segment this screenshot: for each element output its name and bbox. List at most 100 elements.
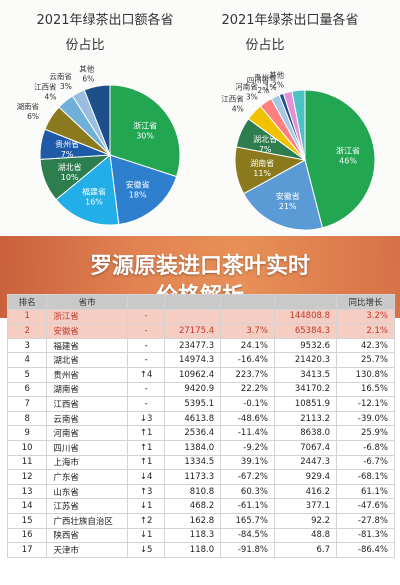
table-cell: 14974.3 — [164, 352, 222, 368]
table-row: 11 上海市 ↑1 1334.5 39.1% 2447.3 -6.7% — [6, 454, 395, 471]
table-cell: 42.3% — [336, 337, 395, 354]
slice-value-label: 30% — [136, 131, 154, 140]
pie-slice — [242, 159, 324, 231]
table-row: 9 河南省 ↑1 2536.4 -11.4% 8638.0 25.9% — [6, 425, 395, 441]
table-cell: 2447.3 — [273, 454, 338, 471]
table-cell: 468.2 — [164, 498, 222, 514]
table-cell: - — [127, 323, 166, 339]
table-cell: -6.7% — [336, 454, 395, 471]
table-cell: 河南省 — [46, 425, 129, 441]
table-cell: 16.5% — [336, 381, 395, 398]
table-cell: ↑3 — [127, 483, 166, 500]
table-row: 10 四川省 ↑1 1384.0 -9.2% 7067.4 -6.8% — [6, 439, 395, 456]
table-cell: 377.1 — [273, 498, 338, 514]
table-cell: -61.1% — [220, 498, 275, 514]
table-cell: 23477.3 — [164, 337, 222, 354]
table-cell: 118.3 — [164, 527, 222, 544]
slice-value-label: 4% — [232, 104, 244, 113]
pie-slice — [291, 89, 306, 161]
table-cell: 江苏省 — [46, 498, 129, 514]
table-cell: 60.3% — [220, 483, 275, 500]
slice-name-label: 云南省 — [49, 71, 72, 81]
table-cell: -84.5% — [220, 527, 275, 544]
table-cell: 24.1% — [220, 337, 275, 354]
table-cell: 2113.2 — [273, 410, 338, 427]
table-cell: 5395.1 — [164, 396, 222, 412]
table-cell: -6.8% — [336, 439, 395, 456]
slice-value-label: 7% — [259, 145, 272, 154]
header-province: 省市 — [46, 294, 129, 310]
table-cell: 9 — [6, 425, 48, 441]
table-cell: 25.7% — [336, 352, 395, 368]
pie-slice — [83, 84, 111, 156]
slice-name-label: 河南省 — [235, 82, 258, 92]
table-cell: ↑1 — [127, 439, 166, 456]
pie-charts: 2021年绿茶出口额各省 份占比 2021年绿茶出口量各省 份占比 浙江省30%… — [17, 12, 376, 231]
table-cell: 1173.3 — [164, 469, 222, 485]
table-cell: ↑2 — [127, 512, 166, 529]
table-cell: 天津市 — [46, 542, 129, 558]
table-row: 14 江苏省 ↓1 468.2 -61.1% 377.1 -47.6% — [6, 498, 395, 514]
table-cell: 山东省 — [46, 483, 129, 500]
table-cell: -27.8% — [336, 512, 395, 529]
slice-name-label: 贵州省 — [55, 139, 79, 149]
table-cell: 广东省 — [46, 469, 129, 485]
slice-value-label: 1% — [265, 83, 277, 92]
table-cell: 1334.5 — [164, 454, 222, 471]
table-cell: 65384.3 — [273, 323, 338, 339]
table-cell: 929.4 — [273, 469, 338, 485]
slice-name-label: 湖南省 — [17, 101, 40, 111]
slice-name-label: 安徽省 — [126, 179, 150, 189]
table-row: 16 陕西省 ↓1 118.3 -84.5% 48.8 -81.3% — [6, 527, 395, 544]
slice-name-label: 安徽省 — [276, 191, 300, 201]
slice-value-label: 4% — [45, 92, 57, 101]
slice-name-label: 江西省 — [221, 93, 244, 103]
table-cell: -68.1% — [336, 469, 395, 485]
table-cell: 810.8 — [164, 483, 222, 500]
table-cell: 25.9% — [336, 425, 395, 441]
table-row: 2 安徽省 -27175.4 3.7% 65384.3 2.1% — [6, 323, 395, 339]
table-row: 8 云南省 ↓3 4613.8 -48.6% 2113.2 -39.0% — [6, 410, 395, 427]
slice-name-label: 贵州省 — [254, 72, 277, 82]
slice-value-label: 11% — [253, 169, 271, 178]
table-cell: - — [127, 381, 166, 398]
table-row: 1 浙江省 - 144808.8 3.2% — [6, 308, 395, 325]
table-cell: -47.6% — [336, 498, 395, 514]
table-cell: ↑1 — [127, 454, 166, 471]
table-cell: 16 — [6, 527, 48, 544]
table-cell: 34170.2 — [273, 381, 338, 398]
table-cell: 118.0 — [164, 542, 222, 558]
table-cell: 48.8 — [273, 527, 338, 544]
table-cell: 223.7% — [220, 366, 275, 383]
table-cell: 2.1% — [336, 323, 395, 339]
table-cell: 2 — [6, 323, 48, 339]
slice-value-label: 46% — [339, 157, 357, 166]
table-cell: 云南省 — [46, 410, 129, 427]
right-chart-title-line1: 2021年绿茶出口量各省 — [221, 12, 358, 28]
table-cell: 4 — [6, 352, 48, 368]
table-body: 1 浙江省 -144808.8 3.2% 2 安徽省 -27175.4 3.7% 65384.3… — [6, 308, 395, 558]
slice-name-label: 福建省 — [82, 186, 106, 196]
table-cell: 13 — [6, 483, 48, 500]
table-cell: 6.7 — [273, 542, 338, 558]
slice-value-label: 21% — [279, 202, 297, 211]
header-amount-growth — [220, 294, 275, 310]
header-volume — [273, 294, 338, 310]
table-cell: 3.7% — [220, 323, 275, 339]
table-row: 4 湖北省 -14974.3 -16.4% 21420.3 25.7% — [6, 352, 395, 368]
table-cell: 10851.9 — [273, 396, 338, 412]
slice-name-label: 其他 — [79, 63, 94, 73]
table-cell: 湖南省 — [46, 381, 129, 398]
table-cell: -67.2% — [220, 469, 275, 485]
table-cell: 上海市 — [46, 454, 129, 471]
table-cell: 浙江省 — [46, 308, 129, 325]
table-cell: 7 — [6, 396, 48, 412]
table-cell: 5 — [6, 366, 48, 383]
table-cell: 1 — [6, 308, 48, 325]
table-cell: ↓4 — [127, 469, 166, 485]
table-cell: 39.1% — [220, 454, 275, 471]
slice-value-label: 16% — [85, 197, 103, 206]
slice-value-label: 2% — [257, 86, 269, 95]
header-amount — [164, 294, 222, 310]
table-cell: 10962.4 — [164, 366, 222, 383]
